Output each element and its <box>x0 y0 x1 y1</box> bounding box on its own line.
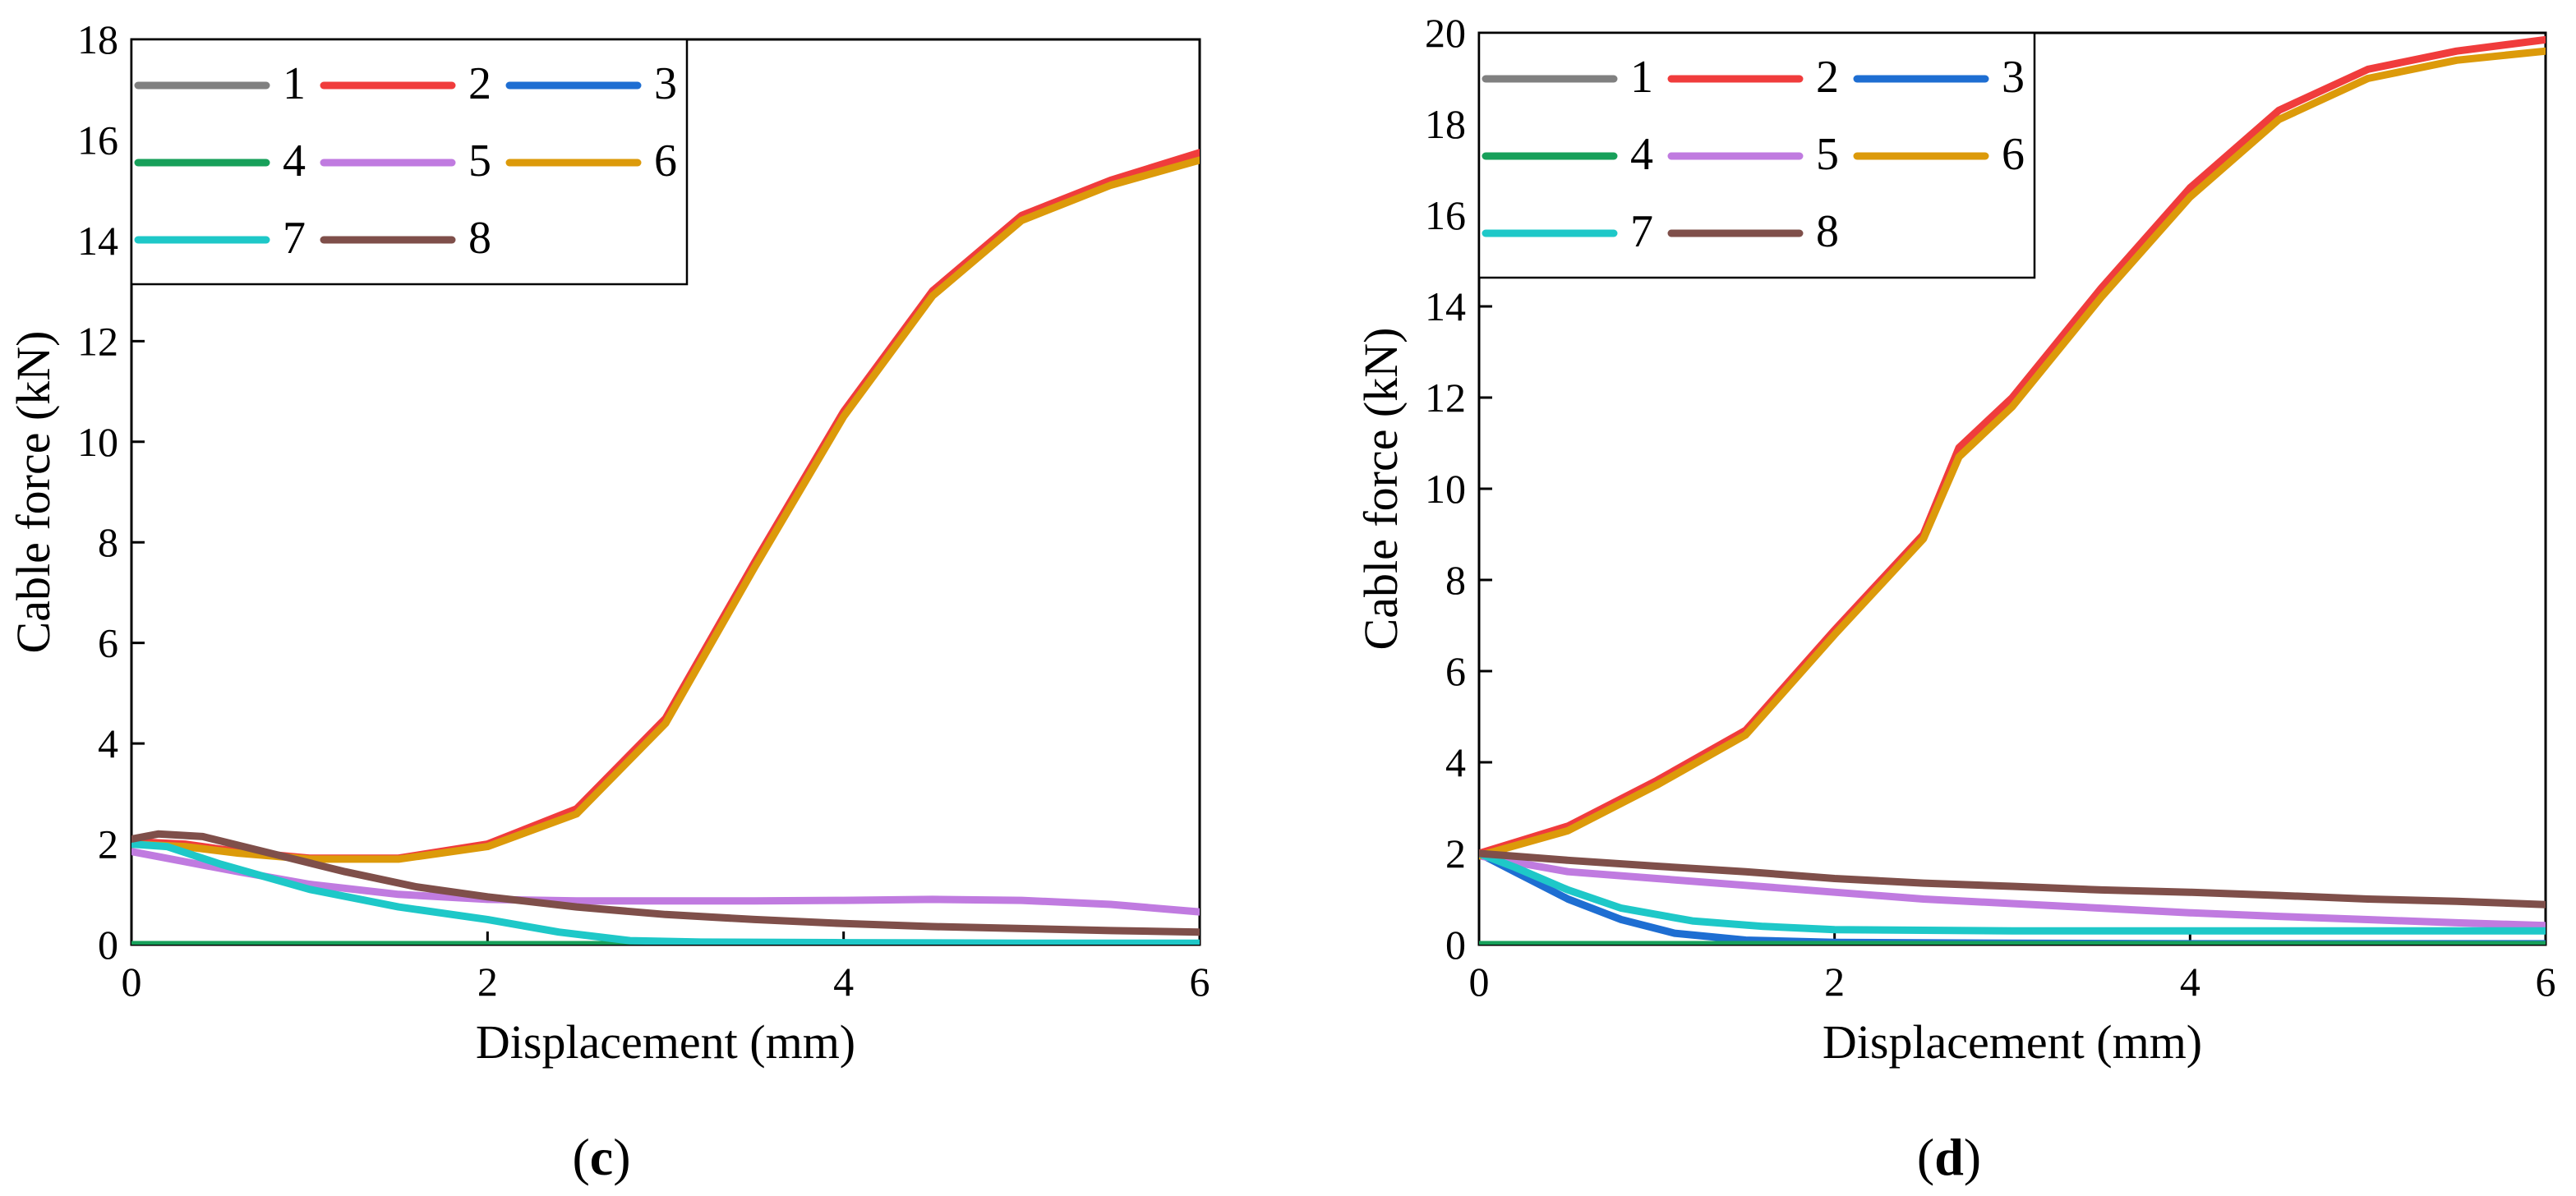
chart-1-series-line-5 <box>1479 852 2546 930</box>
chart-0-y-tick-label-3: 6 <box>98 620 118 666</box>
chart-1-legend-label-8: 8 <box>1816 206 1839 257</box>
chart-0-legend-label-3: 3 <box>654 58 677 109</box>
panel-label-d-letter: d <box>1934 1128 1964 1186</box>
chart-1-x-tick-label-2: 4 <box>2180 959 2200 1005</box>
chart-1-series-line-2 <box>1479 35 2546 858</box>
chart-1-y-tick-label-0: 0 <box>1445 922 1466 968</box>
chart-1-x-tick-label-0: 0 <box>1469 959 1490 1005</box>
chart-1-legend-label-1: 1 <box>1630 52 1653 103</box>
panel-label-c-letter: c <box>590 1128 613 1186</box>
chart-0-legend-label-1: 1 <box>283 58 306 109</box>
chart-0-y-tick-label-0: 0 <box>98 922 118 968</box>
chart-1-series-line-6 <box>1479 47 2546 860</box>
chart-0-series-line-7 <box>131 840 1200 945</box>
chart-1-y-tick-label-8: 16 <box>1425 192 1466 238</box>
chart-0-y-tick-label-8: 16 <box>77 117 118 163</box>
panel-label-c-close: ) <box>613 1128 630 1186</box>
chart-1-legend-label-2: 2 <box>1816 52 1839 103</box>
chart-0-legend-label-7: 7 <box>283 213 306 264</box>
chart-0-y-axis-title: Cable force (kN) <box>7 331 60 654</box>
chart-1-y-tick-label-6: 12 <box>1425 375 1466 421</box>
chart-0-y-tick-label-6: 12 <box>77 318 118 364</box>
chart-1-y-tick-label-1: 2 <box>1445 830 1466 876</box>
chart-1-y-tick-label-4: 8 <box>1445 557 1466 603</box>
chart-1-y-tick-label-10: 20 <box>1425 10 1466 56</box>
panel-label-d-close: ) <box>1964 1128 1981 1186</box>
chart-0-legend-label-5: 5 <box>468 136 491 186</box>
chart-1-y-tick-label-3: 6 <box>1445 648 1466 694</box>
chart-1-y-tick-label-2: 4 <box>1445 739 1466 785</box>
chart-0-y-tick-label-2: 4 <box>98 720 118 766</box>
chart-1-legend-label-7: 7 <box>1630 206 1653 257</box>
chart-1-y-tick-label-7: 14 <box>1425 283 1466 329</box>
chart-1-series-line-7 <box>1479 849 2546 935</box>
chart-1-y-axis-title: Cable force (kN) <box>1354 328 1408 651</box>
chart-0-y-tick-label-9: 18 <box>77 16 118 62</box>
chart-1-legend-label-5: 5 <box>1816 129 1839 180</box>
chart-0-series-line-8 <box>131 830 1200 936</box>
panel-label-d: (d) <box>1917 1128 1981 1186</box>
chart-1-series-group <box>1479 35 2546 945</box>
chart-0-legend-label-2: 2 <box>468 58 491 109</box>
chart-0-y-tick-label-1: 2 <box>98 821 118 867</box>
chart-0-y-tick-label-7: 14 <box>77 218 118 264</box>
chart-0-legend-label-4: 4 <box>283 136 306 186</box>
chart-1-series-line-8 <box>1479 849 2546 908</box>
chart-1-legend-label-6: 6 <box>2002 129 2025 180</box>
panel-label-c: (c) <box>572 1128 630 1186</box>
chart-0-legend-label-8: 8 <box>468 213 491 264</box>
chart-0-x-tick-label-1: 2 <box>477 959 498 1005</box>
chart-1-x-tick-label-1: 2 <box>1824 959 1845 1005</box>
chart-1-y-tick-label-9: 18 <box>1425 101 1466 147</box>
panel-label-c-open: ( <box>572 1128 589 1186</box>
chart-1-x-tick-label-3: 6 <box>2536 959 2556 1005</box>
chart-0-legend-label-6: 6 <box>654 136 677 186</box>
chart-0-series-group <box>131 149 1200 945</box>
chart-1-x-axis-title: Displacement (mm) <box>1823 1015 2202 1069</box>
chart-0-series-line-6 <box>131 156 1200 863</box>
chart-0-y-tick-label-5: 10 <box>77 419 118 465</box>
chart-0-x-axis-title: Displacement (mm) <box>476 1015 855 1069</box>
chart-1-legend-label-3: 3 <box>2002 52 2025 103</box>
chart-1-y-tick-label-5: 10 <box>1425 466 1466 512</box>
chart-0-y-tick-label-4: 8 <box>98 519 118 565</box>
chart-0-x-tick-label-0: 0 <box>122 959 142 1005</box>
chart-0-x-tick-label-2: 4 <box>833 959 854 1005</box>
chart-1-legend-label-4: 4 <box>1630 129 1653 180</box>
panel-label-d-open: ( <box>1917 1128 1934 1186</box>
chart-0-x-tick-label-3: 6 <box>1190 959 1210 1005</box>
